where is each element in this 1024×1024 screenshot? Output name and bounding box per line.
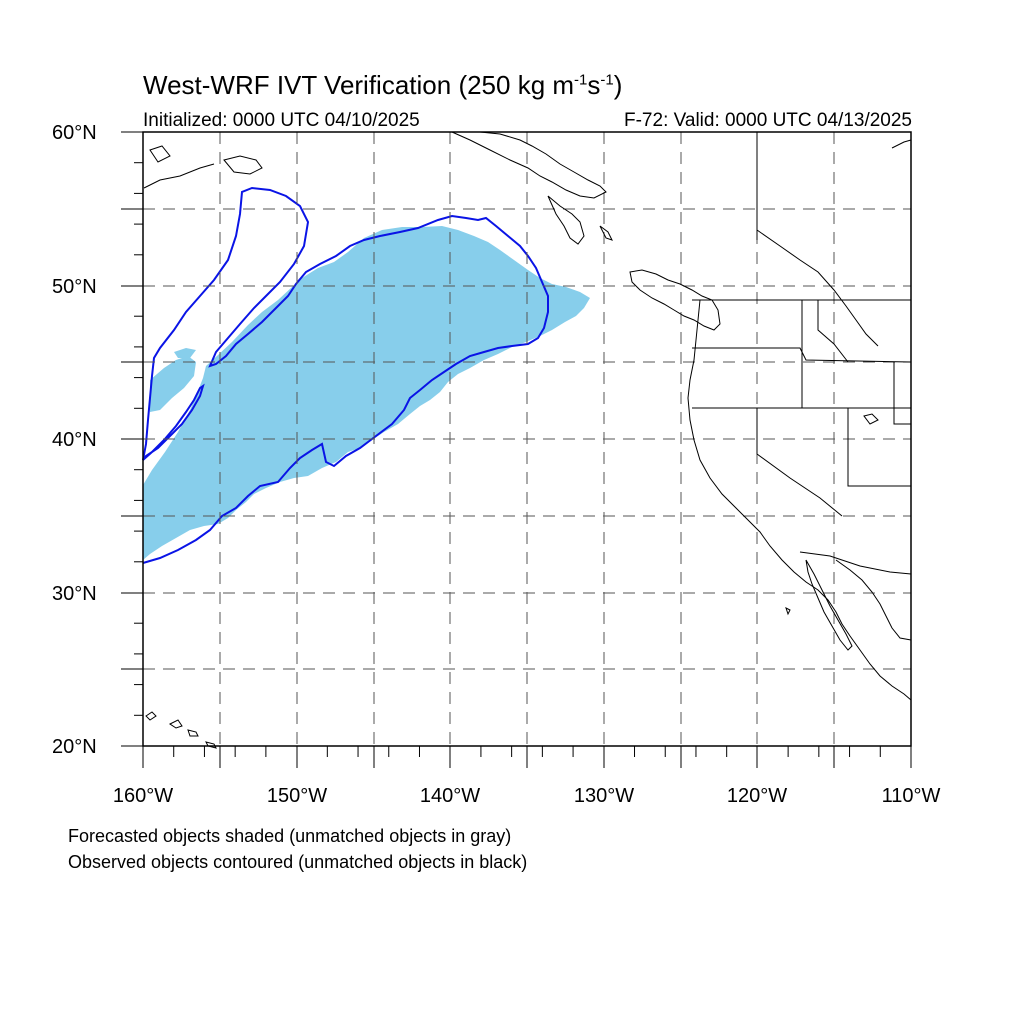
lon-label-140w: 140°W — [419, 785, 481, 807]
axis-ticks — [121, 131, 912, 768]
axis-minor-ticks — [134, 162, 881, 757]
map-title: West-WRF IVT Verification (250 kg m-1s-1… — [143, 70, 623, 100]
forecast-ivt-object — [143, 226, 590, 560]
observed-ivt-contour-west — [142, 383, 205, 461]
footnote-observed: Observed objects contoured (unmatched ob… — [68, 852, 528, 872]
lat-label-20n: 20°N — [52, 736, 97, 758]
footnote-forecast: Forecasted objects shaded (unmatched obj… — [68, 826, 512, 846]
lat-label-60n: 60°N — [52, 122, 97, 144]
lon-label-150w: 150°W — [266, 785, 328, 807]
lon-label-160w: 160°W — [112, 785, 174, 807]
forecast-ivt-object-blob — [174, 348, 196, 358]
lon-label-110w: 110°W — [881, 785, 941, 807]
observed-ivt-contour-main — [142, 186, 549, 564]
valid-time-label: F-72: Valid: 0000 UTC 04/13/2025 — [624, 110, 912, 131]
coastlines — [143, 131, 912, 749]
lon-label-120w: 120°W — [726, 785, 788, 807]
lon-label-130w: 130°W — [573, 785, 635, 807]
lat-label-30n: 30°N — [52, 583, 97, 605]
init-time-label: Initialized: 0000 UTC 04/10/2025 — [143, 110, 420, 131]
lat-label-40n: 40°N — [52, 429, 97, 451]
lat-label-50n: 50°N — [52, 276, 97, 298]
forecast-ivt-object-west — [150, 356, 196, 412]
